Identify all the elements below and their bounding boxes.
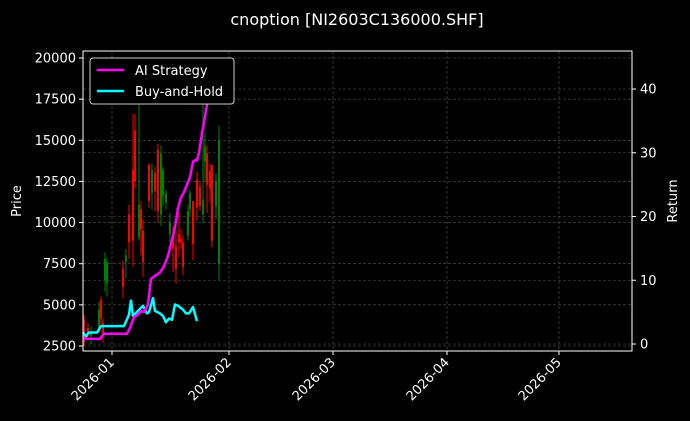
legend-ai-label: AI Strategy [135,64,208,79]
candle-body [142,230,144,263]
plot-frame [82,50,633,352]
buy-and-hold-line [82,296,199,338]
candle-body [192,201,194,244]
candle-body [209,171,211,189]
y-axis-label: Price [10,185,25,217]
candle-body [157,150,159,212]
candle-body [199,186,201,207]
candle-body [134,130,136,182]
candle-body [218,140,220,264]
candle-body [182,242,184,268]
return-lines [82,63,221,341]
y2-tick-label: 10 [640,274,657,289]
y-tick-label: 2500 [43,340,76,355]
legend-bh-label: Buy-and-Hold [135,85,223,100]
candle-body [162,169,164,197]
y-tick-label: 5000 [43,298,76,313]
y-tick-label: 20000 [35,52,76,67]
candle-body [196,179,198,208]
candle-body [151,169,153,193]
candle-body [215,181,217,207]
candle-body [154,173,156,192]
y-tick-label: 7500 [43,257,76,272]
candle-body [169,222,171,235]
y-tick-label: 10000 [35,216,76,231]
candle-body [100,299,102,319]
candle-body [102,322,104,335]
right-axis: 0 10 20 30 40 [632,83,657,353]
candle-body [187,211,189,236]
chart-title: cnoption [NI2603C136000.SHF] [230,10,483,29]
y-tick-label: 17500 [35,93,76,108]
candle-body [98,309,100,330]
legend-box [89,57,235,105]
candle-body [202,199,204,215]
candle-body [132,169,134,241]
y2-tick-label: 40 [640,83,657,98]
candle-body [122,268,124,287]
candle-body [87,327,89,335]
candle-body [106,262,108,284]
candle-body [189,192,191,210]
candle-body [211,164,213,241]
candle-body [178,234,180,243]
y2-tick-label: 30 [640,146,657,161]
candle-body [160,153,162,215]
candle-body [204,146,206,162]
legend: AI Strategy Buy-and-Hold [89,57,235,105]
candle-body [125,255,127,263]
candle-body [90,332,92,337]
y-tick-label: 15000 [35,134,76,149]
candle-body [175,245,177,269]
y2-axis-label: Return [666,179,681,222]
y2-tick-label: 20 [640,210,657,225]
ai-strategy-line [82,63,221,341]
candle-body [83,319,85,343]
candle-body [128,214,130,243]
candle-body [206,153,208,185]
left-axis: 2500 5000 7500 10000 12500 15000 17500 20000 [35,52,83,355]
candle-body [172,235,174,249]
candle-body [165,192,167,203]
candle-body [180,239,182,243]
candle-body [104,258,106,281]
candle-body [148,164,150,202]
y2-tick-label: 0 [640,338,648,353]
candle-body [140,209,142,230]
candle-body [138,204,140,238]
candlesticks [83,59,220,346]
y-tick-label: 12500 [35,175,76,190]
